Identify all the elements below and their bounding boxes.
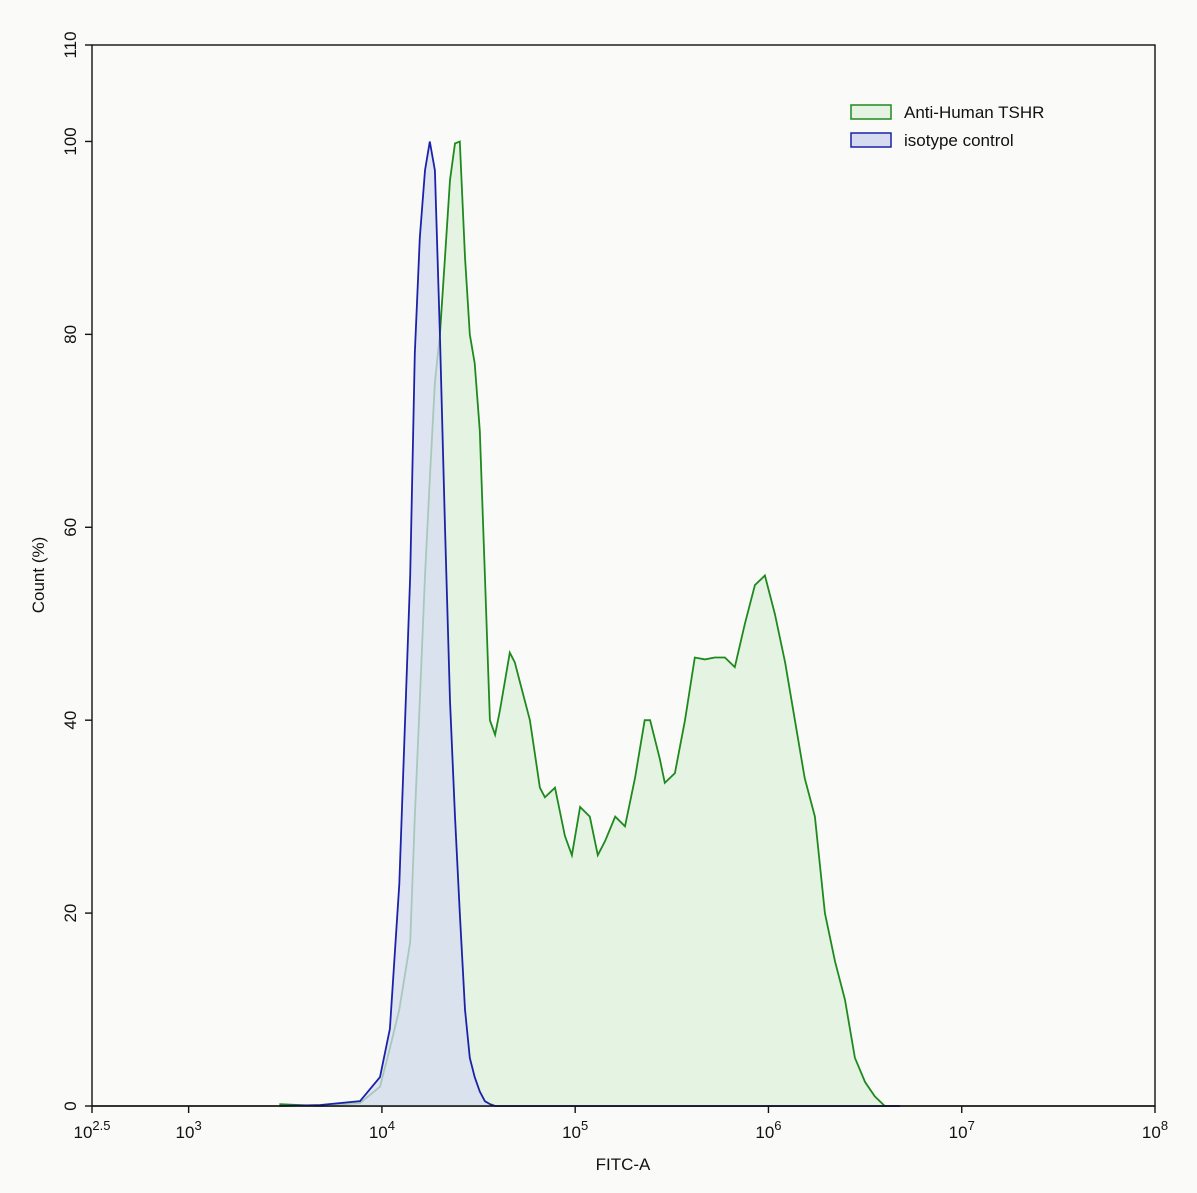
x-tick-base: 10 [369,1123,388,1142]
x-tick-base: 10 [755,1123,774,1142]
legend-swatch [850,132,892,148]
x-tick-label: 108 [1142,1118,1168,1142]
x-tick-exponent: 2.5 [92,1118,110,1133]
x-tick-exponent: 3 [194,1118,201,1133]
x-tick-label: 103 [176,1118,202,1142]
x-tick-base: 10 [176,1123,195,1142]
y-tick-label: 40 [61,711,80,730]
area [279,141,900,1106]
x-tick-exponent: 7 [968,1118,975,1133]
x-tick-exponent: 4 [388,1118,395,1133]
y-axis-label: Count (%) [29,537,48,614]
y-tick-label: 100 [61,127,80,155]
y-tick-label: 80 [61,325,80,344]
y-tick-label: 110 [61,31,80,58]
y-tick-label: 0 [61,1101,80,1110]
x-tick-exponent: 6 [774,1118,781,1133]
x-tick-label: 102.5 [74,1118,111,1142]
x-tick-base: 10 [562,1123,581,1142]
x-tick-label: 107 [949,1118,975,1142]
y-tick-label: 20 [61,904,80,923]
y-tick-label: 60 [61,518,80,537]
x-tick-label: 105 [562,1118,588,1142]
x-tick-base: 10 [949,1123,968,1142]
legend-label: Anti-Human TSHR [904,103,1044,122]
x-tick-label: 104 [369,1118,395,1142]
legend-label: isotype control [904,131,1014,150]
x-tick-exponent: 5 [581,1118,588,1133]
x-tick-base: 10 [1142,1123,1161,1142]
x-tick-exponent: 8 [1161,1118,1168,1133]
legend-swatch [850,104,892,120]
x-tick-label: 106 [755,1118,781,1142]
x-tick-base: 10 [74,1123,93,1142]
area [279,141,900,1106]
x-axis-label: FITC-A [596,1155,651,1174]
